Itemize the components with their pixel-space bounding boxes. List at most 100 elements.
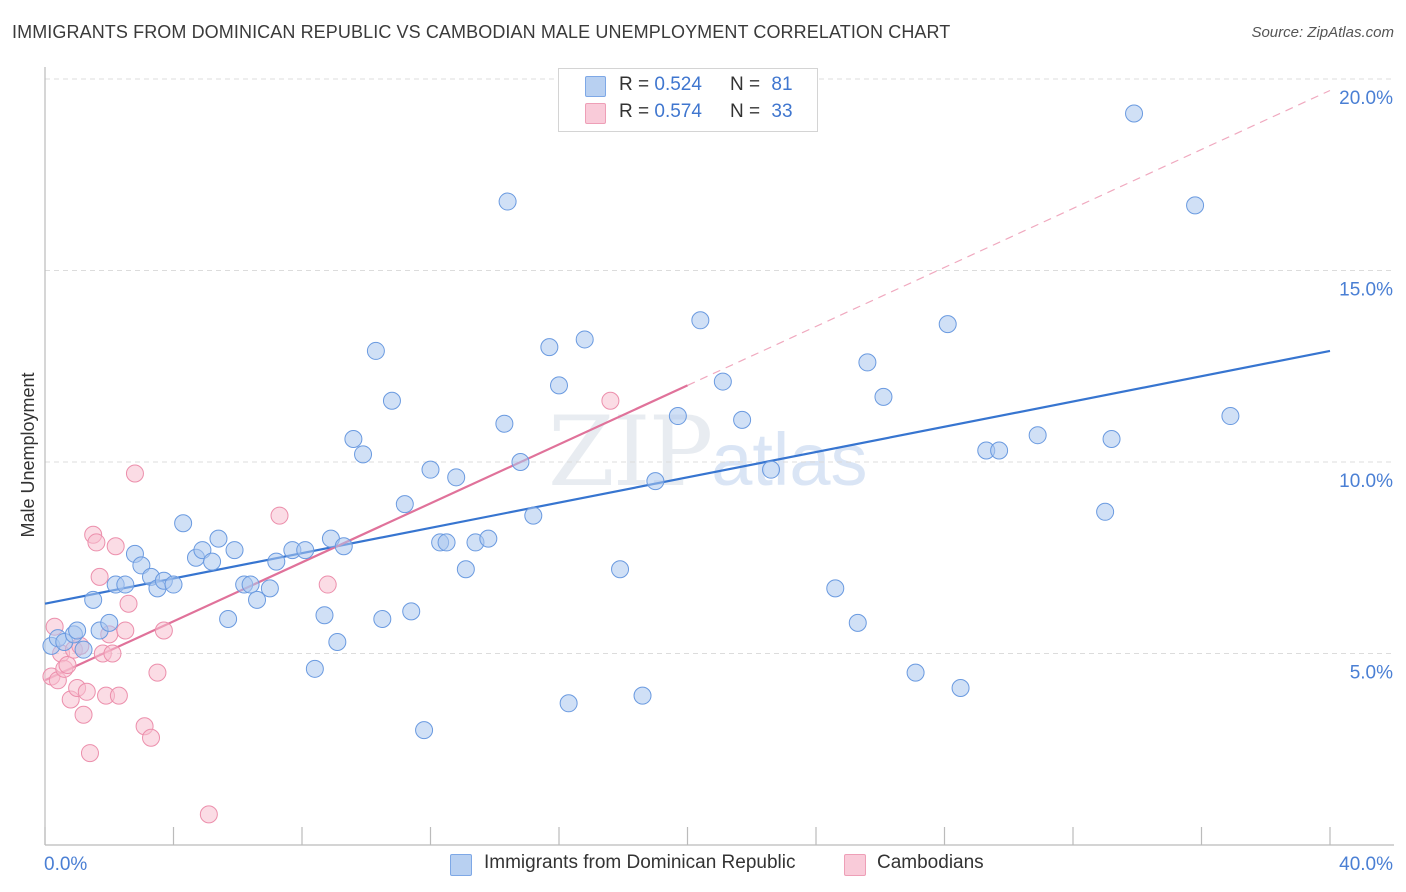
data-point-cambodian (601, 391, 620, 410)
data-point-dominican (132, 556, 151, 575)
data-point-dominican (691, 311, 710, 330)
data-point-cambodian (148, 663, 167, 682)
data-point-dominican (938, 315, 957, 334)
data-point-dominican (225, 541, 244, 560)
data-point-dominican (209, 529, 228, 548)
data-point-dominican (366, 341, 385, 360)
legend-swatch-blue (450, 854, 472, 876)
data-point-dominican (354, 445, 373, 464)
data-point-dominican (415, 721, 434, 740)
data-point-dominican (193, 541, 212, 560)
data-point-dominican (874, 387, 893, 406)
data-point-dominican (1186, 196, 1205, 215)
data-points (42, 104, 1240, 824)
trend-line-cambodian-extension (687, 89, 1331, 386)
grid-lines (45, 78, 1394, 654)
data-point-dominican (762, 460, 781, 479)
data-point-dominican (437, 533, 456, 552)
source-label: Source: ZipAtlas.com (1251, 24, 1394, 41)
data-point-dominican (447, 468, 466, 487)
legend-item-dominican: Immigrants from Dominican Republic (450, 852, 796, 876)
data-point-dominican (668, 407, 687, 426)
data-point-cambodian (90, 567, 109, 586)
data-point-cambodian (119, 594, 138, 613)
data-point-cambodian (125, 464, 144, 483)
trend-line-cambodian (44, 384, 688, 682)
data-point-dominican (219, 610, 238, 629)
data-point-dominican (1125, 104, 1144, 123)
data-point-dominican (495, 414, 514, 433)
data-point-dominican (713, 372, 732, 391)
y-tick-label: 15.0% (1339, 280, 1393, 301)
watermark-atlas: atlas (711, 418, 868, 501)
data-point-dominican (826, 579, 845, 598)
legend-label: Cambodians (877, 852, 984, 873)
data-point-dominican (733, 410, 752, 429)
y-tick-label: 5.0% (1350, 663, 1393, 684)
data-point-dominican (498, 192, 517, 211)
tick-labels: 0.0% 40.0% 5.0% 10.0% 15.0% 20.0% (44, 88, 1393, 875)
x-tick-label: 40.0% (1339, 854, 1393, 875)
data-point-dominican (260, 579, 279, 598)
data-point-dominican (248, 590, 267, 609)
data-point-dominican (990, 441, 1009, 460)
data-point-dominican (164, 575, 183, 594)
data-point-cambodian (87, 533, 106, 552)
data-point-dominican (296, 541, 315, 560)
data-point-dominican (116, 575, 135, 594)
data-point-dominican (524, 506, 543, 525)
data-point-dominican (315, 606, 334, 625)
trend-line-dominican (44, 349, 1331, 605)
data-point-dominican (1028, 426, 1047, 445)
r-stat: R = 0.524 (619, 74, 702, 95)
data-point-dominican (421, 460, 440, 479)
data-point-dominican (395, 495, 414, 514)
r-stat: R = 0.574 (619, 101, 702, 122)
legend-swatch-pink (585, 103, 606, 124)
data-point-dominican (1096, 502, 1115, 521)
data-point-dominican (559, 694, 578, 713)
data-point-cambodian (270, 506, 289, 525)
data-point-dominican (241, 575, 260, 594)
data-point-dominican (328, 633, 347, 652)
y-tick-label: 20.0% (1339, 88, 1393, 109)
y-axis-label: Male Unemployment (18, 372, 38, 537)
stats-legend: R = 0.524 N = 81 R = 0.574 N = 33 (558, 68, 818, 132)
data-point-cambodian (77, 682, 96, 701)
data-point-cambodian (58, 655, 77, 674)
data-point-cambodian (106, 537, 125, 556)
data-point-dominican (74, 640, 93, 659)
data-point-cambodian (199, 805, 218, 824)
data-point-dominican (334, 537, 353, 556)
data-point-dominican (100, 613, 119, 632)
data-point-cambodian (109, 686, 128, 705)
y-tick-label: 10.0% (1339, 471, 1393, 492)
axes (44, 67, 1394, 846)
data-point-cambodian (142, 728, 161, 747)
data-point-dominican (848, 613, 867, 632)
n-stat: N = 33 (730, 101, 793, 122)
data-point-dominican (611, 560, 630, 579)
data-point-cambodian (74, 705, 93, 724)
data-point-dominican (646, 472, 665, 491)
legend-swatch-pink (844, 854, 866, 876)
data-point-dominican (382, 391, 401, 410)
data-point-dominican (633, 686, 652, 705)
data-point-dominican (479, 529, 498, 548)
data-point-dominican (906, 663, 925, 682)
data-point-dominican (550, 376, 568, 395)
data-point-dominican (373, 610, 392, 629)
data-point-dominican (84, 590, 103, 609)
data-point-dominican (575, 330, 594, 349)
x-tick-label: 0.0% (44, 854, 87, 875)
data-point-dominican (344, 430, 363, 449)
data-point-cambodian (116, 621, 135, 640)
legend-label: Immigrants from Dominican Republic (484, 852, 796, 873)
n-stat: N = 81 (730, 74, 793, 95)
data-point-dominican (1221, 407, 1240, 426)
data-point-cambodian (103, 644, 122, 663)
chart-title: IMMIGRANTS FROM DOMINICAN REPUBLIC VS CA… (12, 22, 951, 42)
data-point-dominican (68, 621, 87, 640)
data-point-dominican (858, 353, 877, 372)
